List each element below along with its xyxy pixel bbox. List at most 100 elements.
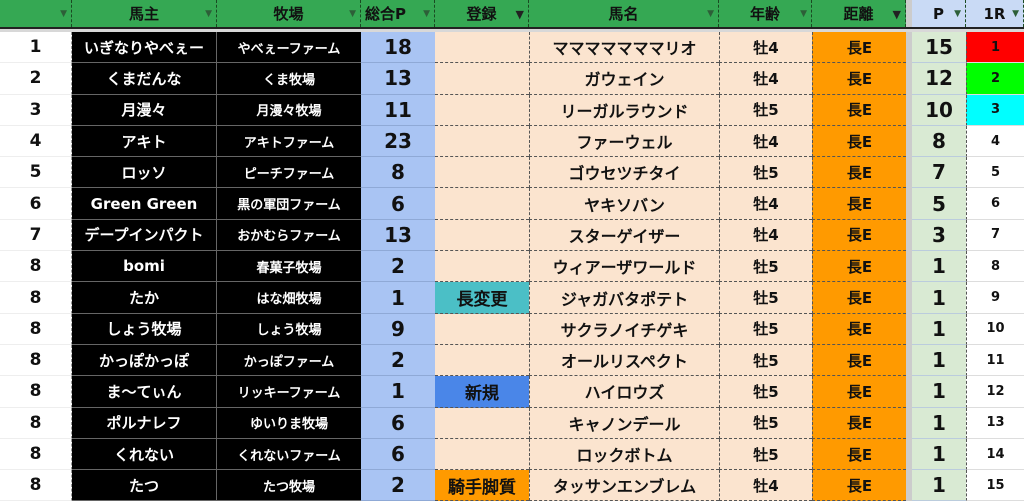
cell-total[interactable]: 8 (361, 157, 435, 189)
cell-r1[interactable]: 5 (966, 157, 1024, 189)
header-race1[interactable]: 1R ▼ (966, 0, 1024, 27)
filter-icon[interactable]: ▼ (707, 9, 714, 19)
cell-horse[interactable]: ジャガバタポテト (529, 282, 719, 314)
cell-p[interactable]: 1 (912, 282, 966, 314)
cell-total[interactable]: 2 (361, 344, 435, 377)
header-rank[interactable]: ▼ (0, 0, 72, 27)
filter-icon[interactable]: ▼ (1012, 9, 1019, 19)
cell-total[interactable]: 9 (361, 313, 435, 345)
cell-age[interactable]: 牡5 (719, 94, 812, 126)
cell-farm[interactable]: くま牧場 (217, 63, 361, 95)
cell-reg[interactable] (435, 188, 529, 220)
cell-dist[interactable]: 長E (812, 376, 906, 408)
cell-r1[interactable]: 11 (966, 344, 1024, 377)
cell-p[interactable]: 1 (912, 313, 966, 345)
cell-owner[interactable]: いぎなりやべぇー (72, 32, 217, 64)
cell-p[interactable]: 10 (912, 94, 966, 126)
cell-horse[interactable]: キャノンデール (529, 407, 719, 439)
cell-age[interactable]: 牡5 (719, 438, 812, 471)
cell-rank[interactable]: 8 (0, 407, 72, 439)
cell-total[interactable]: 1 (361, 376, 435, 408)
cell-owner[interactable]: しょう牧場 (72, 313, 217, 345)
cell-r1[interactable]: 8 (966, 251, 1024, 283)
cell-age[interactable]: 牡4 (719, 219, 812, 252)
cell-owner[interactable]: アキト (72, 125, 217, 158)
cell-farm[interactable]: かっぽファーム (217, 344, 361, 377)
cell-reg[interactable]: 騎手脚質 (435, 470, 529, 501)
cell-owner[interactable]: bomi (72, 251, 217, 283)
cell-r1[interactable]: 7 (966, 219, 1024, 252)
cell-horse[interactable]: ロックボトム (529, 438, 719, 471)
cell-reg[interactable] (435, 157, 529, 189)
cell-rank[interactable]: 8 (0, 438, 72, 471)
cell-horse[interactable]: サクラノイチゲキ (529, 313, 719, 345)
filter-icon[interactable]: ▼ (800, 9, 807, 19)
cell-r1[interactable]: 4 (966, 125, 1024, 158)
cell-farm[interactable]: ゆいりま牧場 (217, 407, 361, 439)
cell-p[interactable]: 1 (912, 470, 966, 501)
header-points[interactable]: P ▼ (912, 0, 966, 27)
cell-age[interactable]: 牡4 (719, 63, 812, 95)
cell-p[interactable]: 7 (912, 157, 966, 189)
cell-farm[interactable]: やべぇーファーム (217, 32, 361, 64)
cell-total[interactable]: 1 (361, 282, 435, 314)
cell-rank[interactable]: 8 (0, 344, 72, 377)
cell-dist[interactable]: 長E (812, 32, 906, 64)
cell-total[interactable]: 2 (361, 470, 435, 501)
cell-reg[interactable] (435, 344, 529, 377)
cell-horse[interactable]: ファーウェル (529, 125, 719, 158)
cell-owner[interactable]: Green Green (72, 188, 217, 220)
cell-owner[interactable]: かっぽかっぽ (72, 344, 217, 377)
cell-total[interactable]: 13 (361, 63, 435, 95)
cell-r1[interactable]: 10 (966, 313, 1024, 345)
cell-rank[interactable]: 2 (0, 63, 72, 95)
cell-age[interactable]: 牡4 (719, 470, 812, 501)
cell-age[interactable]: 牡5 (719, 251, 812, 283)
cell-reg[interactable] (435, 63, 529, 95)
cell-horse[interactable]: ガウェイン (529, 63, 719, 95)
cell-age[interactable]: 牡4 (719, 32, 812, 64)
cell-owner[interactable]: くれない (72, 438, 217, 471)
cell-r1[interactable]: 15 (966, 470, 1024, 501)
cell-dist[interactable]: 長E (812, 63, 906, 95)
cell-farm[interactable]: おかむらファーム (217, 219, 361, 252)
cell-r1[interactable]: 14 (966, 438, 1024, 471)
cell-r1[interactable]: 2 (966, 63, 1024, 95)
cell-farm[interactable]: ピーチファーム (217, 157, 361, 189)
cell-p[interactable]: 12 (912, 63, 966, 95)
cell-p[interactable]: 8 (912, 125, 966, 158)
cell-age[interactable]: 牡5 (719, 282, 812, 314)
cell-horse[interactable]: オールリスペクト (529, 344, 719, 377)
cell-age[interactable]: 牡5 (719, 407, 812, 439)
cell-rank[interactable]: 5 (0, 157, 72, 189)
cell-horse[interactable]: ハイロウズ (529, 376, 719, 408)
cell-owner[interactable]: くまだんな (72, 63, 217, 95)
cell-total[interactable]: 6 (361, 407, 435, 439)
cell-farm[interactable]: 黒の軍団ファーム (217, 188, 361, 220)
cell-dist[interactable]: 長E (812, 94, 906, 126)
cell-farm[interactable]: 春菓子牧場 (217, 251, 361, 283)
cell-horse[interactable]: リーガルラウンド (529, 94, 719, 126)
cell-reg[interactable]: 新規 (435, 376, 529, 408)
cell-farm[interactable]: たつ牧場 (217, 470, 361, 501)
cell-horse[interactable]: スターゲイザー (529, 219, 719, 252)
cell-dist[interactable]: 長E (812, 344, 906, 377)
filter-icon[interactable]: ▼ (954, 9, 961, 19)
cell-owner[interactable]: 月漫々 (72, 94, 217, 126)
cell-horse[interactable]: タッサンエンブレム (529, 470, 719, 501)
cell-rank[interactable]: 8 (0, 282, 72, 314)
cell-rank[interactable]: 6 (0, 188, 72, 220)
cell-age[interactable]: 牡5 (719, 313, 812, 345)
cell-dist[interactable]: 長E (812, 125, 906, 158)
filter-active-icon[interactable]: ▼ (892, 8, 901, 21)
cell-rank[interactable]: 8 (0, 313, 72, 345)
cell-dist[interactable]: 長E (812, 438, 906, 471)
cell-p[interactable]: 15 (912, 32, 966, 64)
cell-reg[interactable]: 長変更 (435, 282, 529, 314)
cell-rank[interactable]: 7 (0, 219, 72, 252)
filter-icon[interactable]: ▼ (349, 9, 356, 19)
cell-age[interactable]: 牡5 (719, 376, 812, 408)
cell-total[interactable]: 6 (361, 188, 435, 220)
cell-p[interactable]: 1 (912, 251, 966, 283)
cell-owner[interactable]: デープインパクト (72, 219, 217, 252)
